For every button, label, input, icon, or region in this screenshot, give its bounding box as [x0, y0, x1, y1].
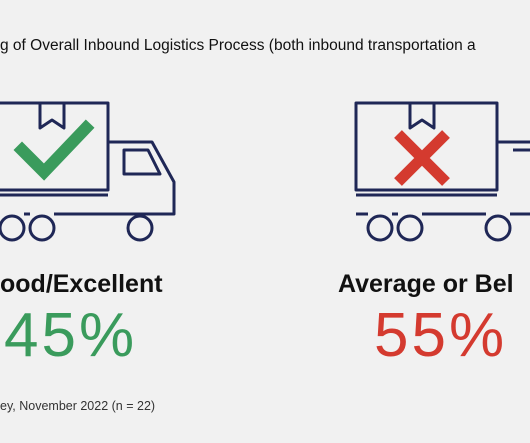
panel-label: ood/Excellent: [0, 270, 163, 298]
panel-value: 45%: [4, 301, 138, 370]
footer: ey, November 2022 (n = 22): [0, 399, 156, 413]
truck-bad: [354, 101, 530, 242]
title: g of Overall Inbound Logistics Process (…: [0, 37, 476, 54]
panel-label: Average or Bel: [338, 270, 514, 298]
panel-value: 55%: [374, 301, 508, 370]
truck-good: [0, 101, 176, 242]
